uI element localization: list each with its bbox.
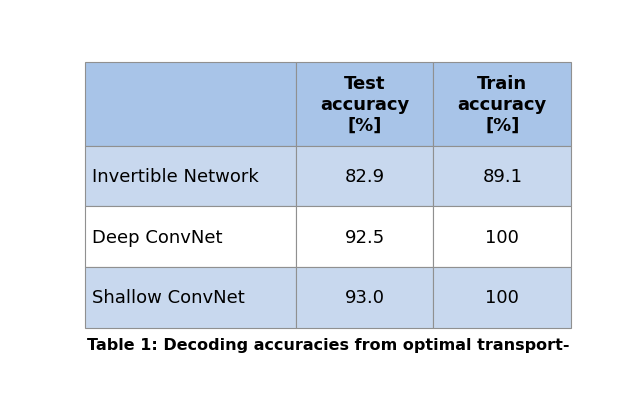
Text: 82.9: 82.9 (345, 168, 385, 186)
FancyBboxPatch shape (296, 146, 433, 207)
Text: Test
accuracy
[%]: Test accuracy [%] (320, 75, 410, 135)
FancyBboxPatch shape (85, 267, 296, 328)
Text: 89.1: 89.1 (483, 168, 522, 186)
FancyBboxPatch shape (433, 267, 571, 328)
FancyBboxPatch shape (85, 63, 296, 146)
FancyBboxPatch shape (433, 207, 571, 267)
FancyBboxPatch shape (433, 63, 571, 146)
FancyBboxPatch shape (296, 207, 433, 267)
Text: Table 1: Decoding accuracies from optimal transport-: Table 1: Decoding accuracies from optima… (88, 338, 570, 353)
Text: 100: 100 (485, 228, 519, 246)
FancyBboxPatch shape (433, 146, 571, 207)
Text: Train
accuracy
[%]: Train accuracy [%] (458, 75, 547, 135)
Text: 92.5: 92.5 (345, 228, 385, 246)
FancyBboxPatch shape (85, 146, 296, 207)
Text: Deep ConvNet: Deep ConvNet (92, 228, 223, 246)
FancyBboxPatch shape (296, 63, 433, 146)
Text: 93.0: 93.0 (345, 289, 385, 307)
Text: Invertible Network: Invertible Network (92, 168, 259, 186)
Text: Shallow ConvNet: Shallow ConvNet (92, 289, 245, 307)
FancyBboxPatch shape (296, 267, 433, 328)
FancyBboxPatch shape (85, 207, 296, 267)
Text: 100: 100 (485, 289, 519, 307)
